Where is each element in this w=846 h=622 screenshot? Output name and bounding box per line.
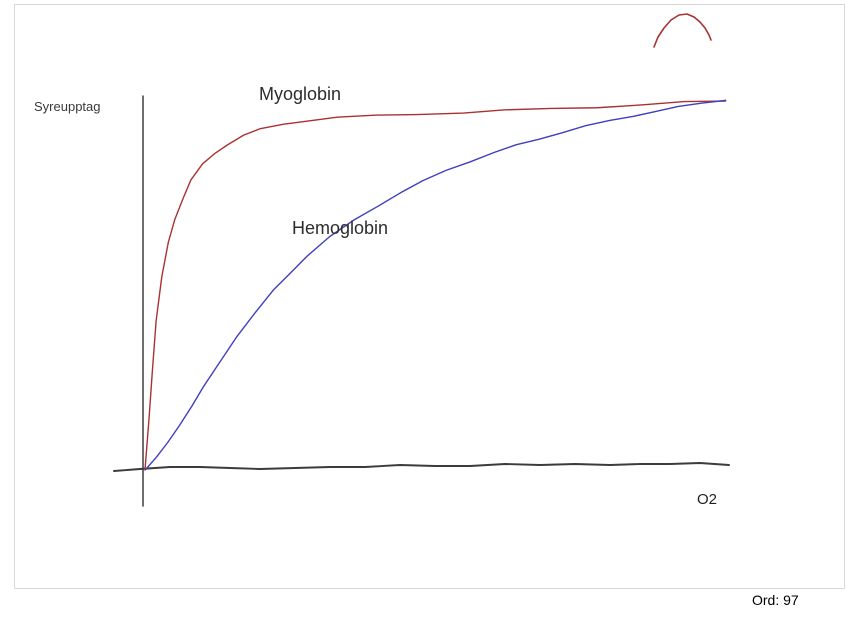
- drawing-canvas[interactable]: Syreupptag Myoglobin Hemoglobin O2: [14, 4, 845, 589]
- word-count-label: Ord: 97: [752, 592, 799, 608]
- curve-myoglobin: [144, 100, 727, 471]
- x-axis-line: [113, 462, 730, 472]
- series-label-hemoglobin: Hemoglobin: [292, 218, 389, 238]
- series-label-myoglobin: Myoglobin: [259, 84, 342, 104]
- y-axis-label: Syreupptag: [34, 99, 101, 114]
- oxygen-binding-chart: [113, 13, 730, 507]
- x-axis-label: O2: [697, 491, 718, 508]
- red-scribble-stroke: [653, 13, 712, 48]
- curve-hemoglobin: [144, 99, 727, 471]
